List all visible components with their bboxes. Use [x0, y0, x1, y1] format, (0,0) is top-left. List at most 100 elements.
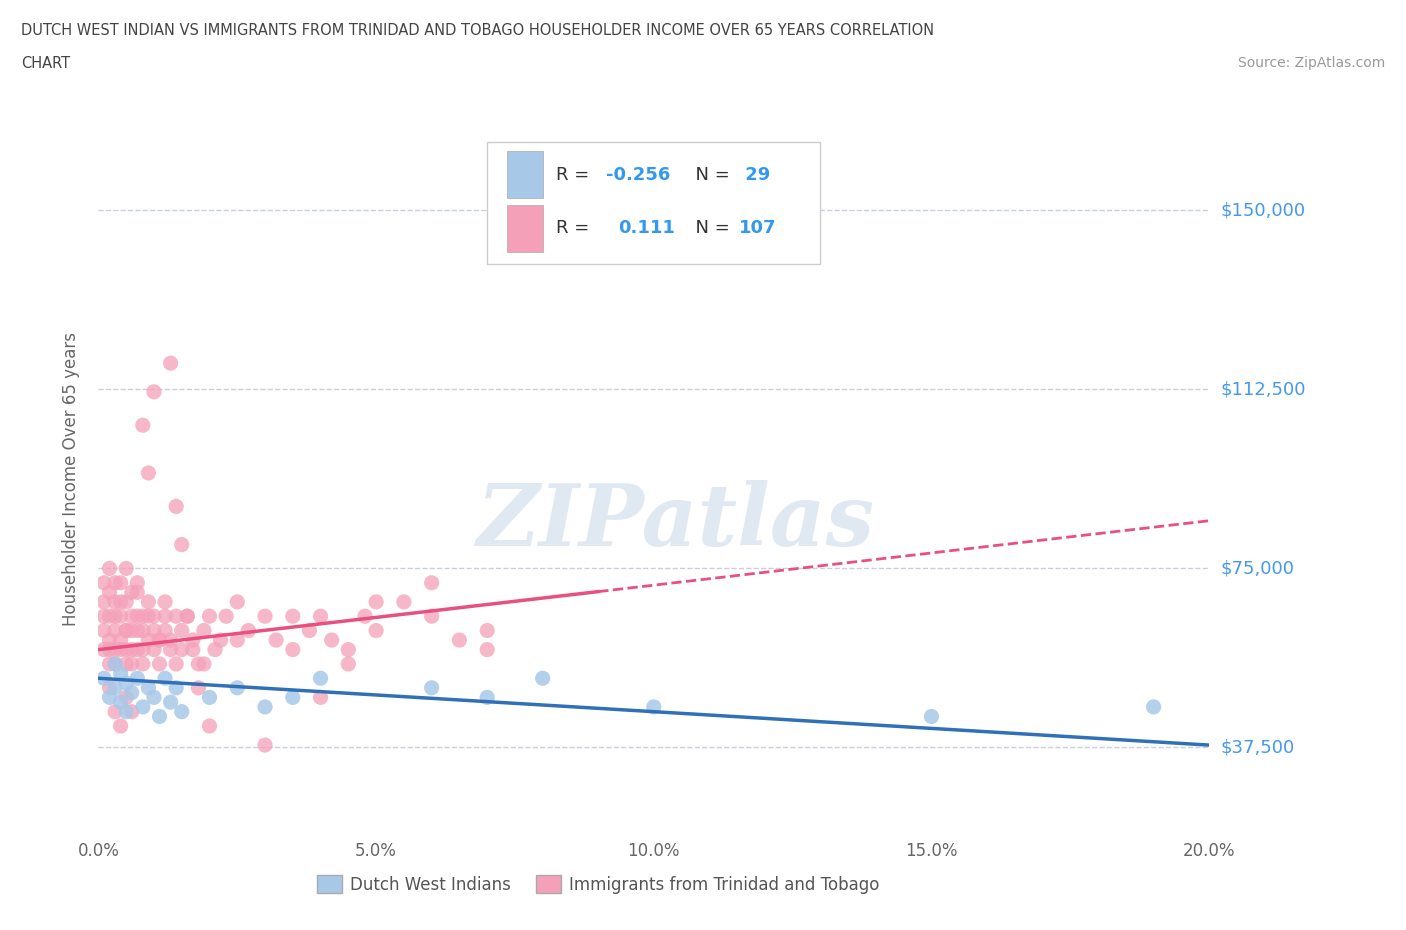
- Point: [366, 623, 388, 638]
- Point: [264, 632, 287, 647]
- Point: [165, 657, 187, 671]
- Point: [138, 609, 160, 624]
- Point: [143, 643, 166, 658]
- Point: [138, 594, 160, 609]
- Point: [153, 671, 176, 685]
- Point: [148, 709, 170, 724]
- Point: [132, 609, 155, 624]
- Point: [127, 623, 149, 638]
- Point: [104, 594, 127, 609]
- Point: [132, 418, 155, 432]
- Point: [226, 594, 249, 609]
- Point: [132, 699, 155, 714]
- Point: [115, 643, 138, 658]
- Point: [159, 695, 181, 710]
- Point: [475, 643, 499, 658]
- Point: [127, 585, 149, 600]
- Text: $75,000: $75,000: [1220, 560, 1295, 578]
- Point: [110, 643, 132, 658]
- Point: [643, 699, 665, 714]
- Point: [226, 632, 249, 647]
- Point: [127, 671, 149, 685]
- Point: [153, 609, 176, 624]
- Point: [115, 675, 138, 690]
- Point: [121, 704, 143, 719]
- Point: [110, 632, 132, 647]
- Point: [138, 632, 160, 647]
- Point: [104, 704, 127, 719]
- Point: [181, 632, 204, 647]
- Point: [104, 576, 127, 591]
- Point: [138, 681, 160, 696]
- Point: [170, 623, 193, 638]
- Point: [127, 643, 149, 658]
- FancyBboxPatch shape: [508, 152, 543, 198]
- Point: [204, 643, 226, 658]
- Point: [110, 666, 132, 681]
- Point: [159, 632, 181, 647]
- Point: [420, 609, 443, 624]
- Text: -0.256: -0.256: [606, 166, 671, 183]
- Point: [143, 609, 166, 624]
- Point: [281, 643, 304, 658]
- Point: [176, 609, 198, 624]
- Point: [93, 671, 115, 685]
- Point: [165, 499, 187, 514]
- Point: [127, 576, 149, 591]
- Point: [115, 623, 138, 638]
- Point: [226, 681, 249, 696]
- Point: [449, 632, 471, 647]
- Point: [104, 657, 127, 671]
- Point: [337, 657, 360, 671]
- Point: [115, 561, 138, 576]
- Point: [121, 685, 143, 700]
- Point: [215, 609, 238, 624]
- Point: [143, 384, 166, 399]
- Point: [281, 609, 304, 624]
- Point: [104, 643, 127, 658]
- Point: [121, 657, 143, 671]
- Point: [1143, 699, 1166, 714]
- Point: [253, 699, 276, 714]
- Point: [309, 671, 332, 685]
- Point: [298, 623, 321, 638]
- Point: [159, 643, 181, 658]
- Point: [153, 594, 176, 609]
- Text: N =: N =: [683, 166, 735, 183]
- Point: [98, 690, 121, 705]
- Text: 107: 107: [740, 219, 778, 237]
- Point: [93, 609, 115, 624]
- Text: ZIPatlas: ZIPatlas: [477, 480, 875, 564]
- Point: [121, 623, 143, 638]
- Point: [193, 623, 215, 638]
- Text: $37,500: $37,500: [1220, 738, 1295, 756]
- Point: [93, 576, 115, 591]
- Point: [98, 643, 121, 658]
- Point: [143, 623, 166, 638]
- Text: Source: ZipAtlas.com: Source: ZipAtlas.com: [1237, 56, 1385, 70]
- Point: [127, 609, 149, 624]
- Point: [281, 690, 304, 705]
- Point: [475, 623, 499, 638]
- Point: [104, 657, 127, 671]
- Point: [110, 609, 132, 624]
- Point: [110, 594, 132, 609]
- Point: [337, 643, 360, 658]
- Point: [110, 719, 132, 734]
- Point: [253, 737, 276, 752]
- Point: [115, 657, 138, 671]
- Point: [354, 609, 377, 624]
- Point: [132, 643, 155, 658]
- Point: [104, 609, 127, 624]
- Point: [115, 594, 138, 609]
- Point: [920, 709, 942, 724]
- Point: [366, 594, 388, 609]
- Point: [121, 643, 143, 658]
- Point: [153, 623, 176, 638]
- Point: [93, 623, 115, 638]
- Point: [165, 681, 187, 696]
- Point: [115, 704, 138, 719]
- Text: $150,000: $150,000: [1220, 202, 1305, 219]
- Point: [110, 695, 132, 710]
- Point: [321, 632, 343, 647]
